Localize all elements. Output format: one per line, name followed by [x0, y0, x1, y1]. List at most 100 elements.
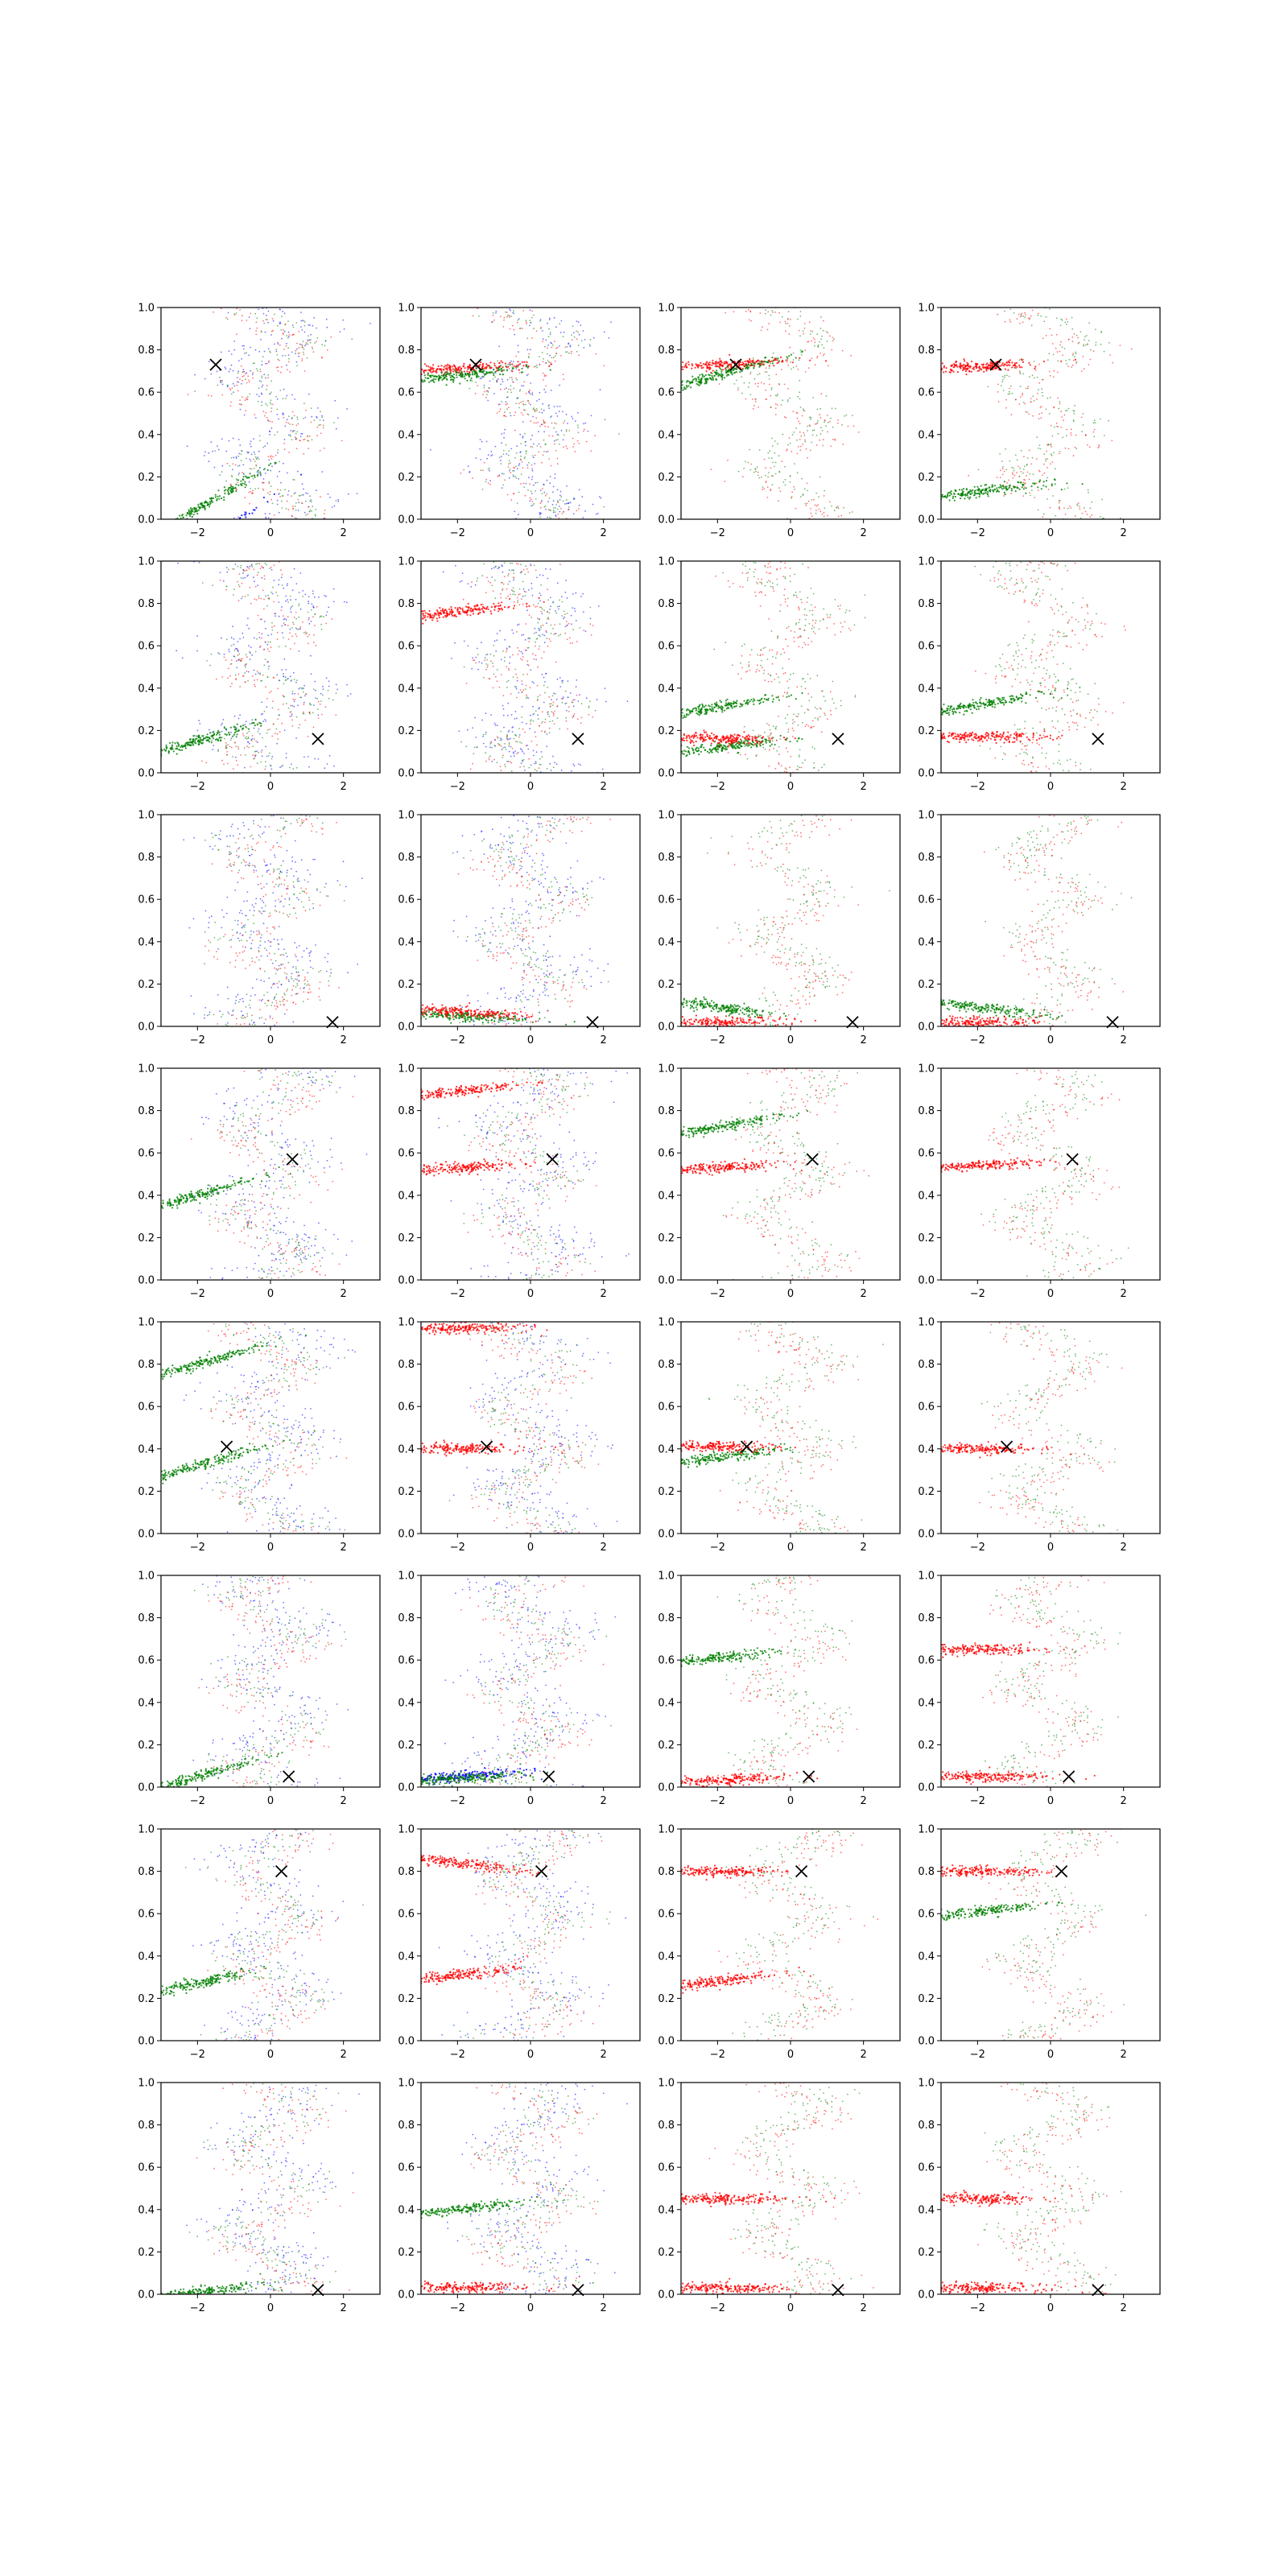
green-point	[246, 736, 247, 738]
red-point	[572, 437, 574, 440]
red-point	[526, 646, 529, 649]
red-band-point	[1016, 365, 1018, 368]
green-point	[1071, 328, 1074, 330]
red-point	[277, 341, 279, 344]
x-tick-label: 2	[1121, 527, 1127, 539]
red-point	[531, 337, 533, 339]
green-point	[1029, 473, 1031, 475]
green-point	[589, 700, 591, 703]
blue-point	[529, 324, 530, 327]
green-point	[547, 617, 549, 620]
red-band-point	[463, 370, 465, 373]
red-point	[230, 746, 233, 749]
red-point	[291, 334, 294, 336]
red-band-point	[741, 363, 744, 366]
red-point	[857, 431, 860, 433]
blue-point	[221, 464, 224, 467]
green-band-point	[175, 753, 178, 755]
red-point	[595, 353, 597, 355]
blue-point	[500, 658, 502, 661]
x-tick-label: 0	[527, 527, 534, 539]
blue-point	[516, 445, 518, 448]
red-band-point	[962, 369, 964, 371]
green-point	[977, 469, 980, 471]
green-point	[770, 362, 771, 365]
green-point	[506, 681, 508, 683]
blue-point	[518, 514, 519, 516]
blue-point	[177, 562, 180, 564]
blue-point	[507, 702, 510, 704]
red-band-point	[972, 366, 975, 369]
red-point	[269, 420, 271, 423]
blue-point	[269, 434, 270, 436]
green-point	[568, 352, 570, 354]
red-point	[320, 496, 321, 498]
green-point	[259, 440, 261, 442]
red-point	[262, 589, 264, 592]
green-point	[530, 321, 532, 324]
red-point	[1015, 398, 1017, 401]
green-band-point	[449, 376, 452, 378]
green-band-point	[217, 729, 220, 733]
green-point	[492, 378, 494, 380]
blue-point	[287, 493, 289, 496]
red-band-point	[504, 362, 507, 365]
red-point	[326, 349, 328, 351]
red-band-point	[430, 368, 432, 370]
green-point	[1081, 431, 1084, 433]
red-point	[1059, 500, 1061, 502]
green-band-point	[452, 374, 456, 376]
green-band-point	[251, 475, 254, 477]
green-point	[499, 739, 502, 741]
green-band-point	[198, 743, 200, 745]
red-point	[526, 673, 529, 675]
x-tick-label: −2	[190, 527, 205, 539]
green-band-point	[442, 374, 445, 377]
green-point	[225, 585, 228, 588]
blue-point	[524, 638, 526, 641]
blue-point	[261, 749, 263, 751]
green-point	[810, 333, 811, 335]
red-point	[240, 754, 242, 756]
red-point	[295, 612, 297, 613]
red-point	[526, 321, 527, 323]
red-point	[818, 508, 820, 510]
green-point	[515, 477, 518, 479]
green-band-point	[196, 513, 199, 515]
blue-point	[308, 602, 310, 605]
red-point	[568, 622, 570, 625]
red-point	[576, 718, 579, 720]
red-point	[330, 336, 332, 338]
green-point	[270, 380, 273, 382]
green-point	[301, 688, 303, 690]
green-point	[1037, 509, 1039, 511]
green-point	[255, 458, 258, 460]
green-band-point	[250, 722, 254, 724]
red-point	[237, 764, 239, 766]
green-point	[514, 733, 516, 736]
green-point	[285, 679, 287, 681]
green-point	[491, 584, 493, 587]
red-band-point	[485, 366, 487, 369]
blue-point	[253, 580, 255, 583]
green-point	[246, 457, 247, 460]
blue-point	[526, 663, 529, 666]
blue-point	[570, 614, 572, 617]
blue-point	[547, 322, 548, 324]
green-point	[533, 632, 535, 634]
green-point	[316, 336, 319, 339]
green-point	[310, 339, 312, 341]
blue-point	[582, 517, 584, 518]
green-point	[825, 331, 828, 332]
red-point	[289, 716, 291, 717]
green-band-point	[165, 747, 168, 750]
red-point	[1109, 354, 1111, 356]
green-point	[512, 569, 514, 571]
red-point	[1051, 334, 1053, 336]
blue-point	[605, 700, 607, 703]
red-point	[727, 460, 729, 461]
red-point	[307, 513, 309, 515]
green-point	[1019, 386, 1022, 387]
blue-point	[247, 671, 250, 673]
green-point	[522, 760, 524, 762]
